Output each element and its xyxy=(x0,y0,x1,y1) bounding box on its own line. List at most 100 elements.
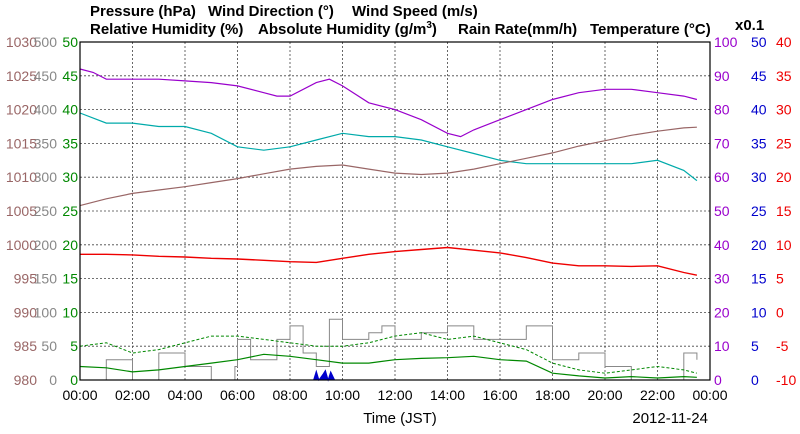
x-tick-label: 02:00 xyxy=(115,387,150,403)
pressure-tick-label: 1005 xyxy=(6,203,37,219)
series-line-rain-rate xyxy=(313,369,336,382)
chart-grid xyxy=(80,42,710,380)
series-line-pressure xyxy=(79,126,697,207)
relative-humidity-tick-label: 70 xyxy=(714,135,730,151)
rain-rate-tick-label: 5 xyxy=(751,338,759,354)
rain-rate-tick-label: 45 xyxy=(751,68,767,84)
wind-speed-title: Wind Speed (m/s) xyxy=(352,3,478,20)
scale-note: x0.1 xyxy=(735,17,764,34)
tick-labels: 9809859909951000100510101015102010251030… xyxy=(6,34,797,403)
x-tick-label: 06:00 xyxy=(220,387,255,403)
pressure-tick-label: 985 xyxy=(14,338,38,354)
pressure-tick-label: 1030 xyxy=(6,34,37,50)
absolute-humidity-title: Absolute Humidity (g/m3) xyxy=(258,20,437,38)
x-tick-label: 14:00 xyxy=(430,387,465,403)
pressure-tick-label: 1020 xyxy=(6,102,37,118)
series-line-wind-direction xyxy=(80,318,698,381)
rain-rate-tick-label: 40 xyxy=(751,102,767,118)
wind-speed-tick-label: 30 xyxy=(62,169,78,185)
wind-direction-tick-label: 50 xyxy=(41,338,57,354)
rain-rate-tick-label: 15 xyxy=(751,271,767,287)
wind-direction-tick-label: 400 xyxy=(34,102,58,118)
wind-speed-tick-label: 45 xyxy=(62,68,78,84)
series-line-wind-speed xyxy=(79,353,697,379)
temperature-tick-label: 30 xyxy=(776,102,792,118)
relative-humidity-tick-label: 60 xyxy=(714,169,730,185)
wind-speed-tick-label: 40 xyxy=(62,102,78,118)
wind-direction-tick-label: 150 xyxy=(34,271,58,287)
rain-rate-tick-label: 25 xyxy=(751,203,767,219)
rain-rate-tick-label: 10 xyxy=(751,304,767,320)
x-tick-label: 20:00 xyxy=(587,387,622,403)
relative-humidity-tick-label: 100 xyxy=(714,34,738,50)
x-tick-label: 16:00 xyxy=(482,387,517,403)
pressure-tick-label: 995 xyxy=(14,271,38,287)
pressure-tick-label: 1015 xyxy=(6,135,37,151)
rain-rate-tick-label: 20 xyxy=(751,237,767,253)
wind-speed-tick-label: 35 xyxy=(62,135,78,151)
x-tick-label: 18:00 xyxy=(535,387,570,403)
wind-direction-title: Wind Direction (°) xyxy=(208,3,334,20)
relative-humidity-tick-label: 20 xyxy=(714,304,730,320)
pressure-tick-label: 980 xyxy=(14,372,38,388)
series-layer xyxy=(79,68,698,382)
temperature-title: Temperature (°C) xyxy=(590,21,711,38)
temperature-tick-label: -5 xyxy=(776,338,789,354)
temperature-tick-label: 40 xyxy=(776,34,792,50)
absolute-humidity-title-sup: 3 xyxy=(426,20,432,31)
wind-speed-tick-label: 5 xyxy=(70,338,78,354)
pressure-tick-label: 990 xyxy=(14,304,38,320)
pressure-tick-label: 1000 xyxy=(6,237,37,253)
wind-speed-tick-label: 0 xyxy=(70,372,78,388)
relative-humidity-tick-label: 10 xyxy=(714,338,730,354)
x-tick-label: 00:00 xyxy=(692,387,727,403)
absolute-humidity-title-end: ) xyxy=(432,21,437,38)
absolute-humidity-title-main: Absolute Humidity (g/m xyxy=(258,21,426,38)
wind-speed-tick-label: 15 xyxy=(62,271,78,287)
relative-humidity-tick-label: 90 xyxy=(714,68,730,84)
x-tick-label: 12:00 xyxy=(377,387,412,403)
series-line-relative-humidity xyxy=(79,68,698,138)
temperature-tick-label: 35 xyxy=(776,68,792,84)
x-tick-label: 22:00 xyxy=(640,387,675,403)
date-label: 2012-11-24 xyxy=(632,410,708,427)
x-tick-label: 04:00 xyxy=(167,387,202,403)
wind-speed-tick-label: 25 xyxy=(62,203,78,219)
relative-humidity-tick-label: 40 xyxy=(714,237,730,253)
series-line-relative-humidity xyxy=(79,112,698,182)
wind-direction-tick-label: 100 xyxy=(34,304,58,320)
rain-rate-tick-label: 50 xyxy=(751,34,767,50)
x-axis-label: Time (JST) xyxy=(363,410,437,427)
temperature-tick-label: 20 xyxy=(776,169,792,185)
wind-direction-tick-label: 350 xyxy=(34,135,58,151)
relative-humidity-tick-label: 30 xyxy=(714,271,730,287)
rain-rate-tick-label: 0 xyxy=(751,372,759,388)
series-line-temperature xyxy=(80,246,698,276)
relative-humidity-tick-label: 80 xyxy=(714,102,730,118)
series-line-wind-speed xyxy=(79,332,698,374)
wind-direction-tick-label: 450 xyxy=(34,68,58,84)
relative-humidity-title: Relative Humidity (%) xyxy=(90,21,243,38)
temperature-tick-label: 15 xyxy=(776,203,792,219)
wind-direction-tick-label: 300 xyxy=(34,169,58,185)
wind-direction-tick-label: 250 xyxy=(34,203,58,219)
plot-frame xyxy=(79,41,711,381)
wind-direction-tick-label: 200 xyxy=(34,237,58,253)
wind-speed-tick-label: 10 xyxy=(62,304,78,320)
temperature-tick-label: 0 xyxy=(776,304,784,320)
wind-speed-tick-label: 50 xyxy=(62,34,78,50)
temperature-tick-label: -10 xyxy=(776,372,796,388)
wind-speed-tick-label: 20 xyxy=(62,237,78,253)
wind-direction-tick-label: 500 xyxy=(34,34,58,50)
rain-rate-tick-label: 35 xyxy=(751,135,767,151)
temperature-tick-label: 25 xyxy=(776,135,792,151)
x-tick-label: 00:00 xyxy=(62,387,97,403)
wind-direction-tick-label: 0 xyxy=(49,372,57,388)
relative-humidity-tick-label: 0 xyxy=(714,372,722,388)
x-tick-label: 10:00 xyxy=(325,387,360,403)
pressure-tick-label: 1025 xyxy=(6,68,37,84)
pressure-tick-label: 1010 xyxy=(6,169,37,185)
temperature-tick-label: 10 xyxy=(776,237,792,253)
pressure-title: Pressure (hPa) xyxy=(90,3,196,20)
